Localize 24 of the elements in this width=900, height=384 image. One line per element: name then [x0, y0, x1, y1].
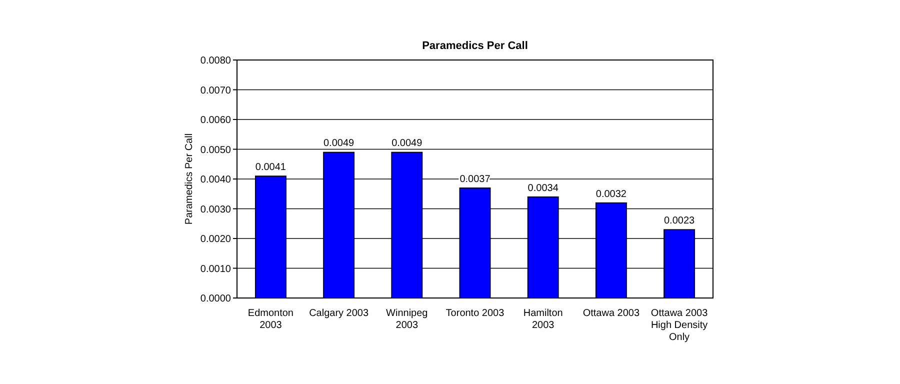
- y-tick-label: 0.0020: [200, 234, 232, 245]
- y-tick-label: 0.0070: [200, 85, 232, 96]
- x-tick-label: Calgary 2003: [309, 308, 369, 319]
- data-label: 0.0049: [324, 138, 355, 150]
- x-tick-label: Winnipeg 2003: [386, 308, 428, 331]
- y-tick-label: 0.0010: [200, 264, 232, 275]
- y-tick-label: 0.0030: [200, 204, 232, 216]
- x-tick-label: Toronto 2003: [446, 308, 505, 319]
- data-label: 0.0032: [596, 188, 627, 200]
- x-tick-label: Ottawa 2003: [582, 308, 640, 319]
- x-tick-label: Hamilton 2003: [523, 308, 563, 331]
- data-label: 0.0049: [392, 138, 423, 150]
- y-tick-label: 0.0000: [200, 294, 232, 304]
- data-label: 0.0023: [664, 216, 696, 227]
- x-tick-label: Ottawa 2003 High Density Only: [650, 308, 708, 343]
- y-tick-label: 0.0050: [200, 144, 232, 156]
- data-label: 0.0041: [255, 162, 286, 174]
- y-tick-label: 0.0080: [200, 56, 232, 66]
- y-tick-label: 0.0060: [200, 115, 232, 126]
- data-label: 0.0034: [528, 182, 559, 194]
- x-tick-label: Edmonton 2003: [248, 308, 294, 331]
- chart-title: Paramedics Per Call: [422, 40, 528, 52]
- y-tick-label: 0.0040: [200, 174, 232, 186]
- y-axis-title: Paramedics Per Call: [184, 133, 195, 225]
